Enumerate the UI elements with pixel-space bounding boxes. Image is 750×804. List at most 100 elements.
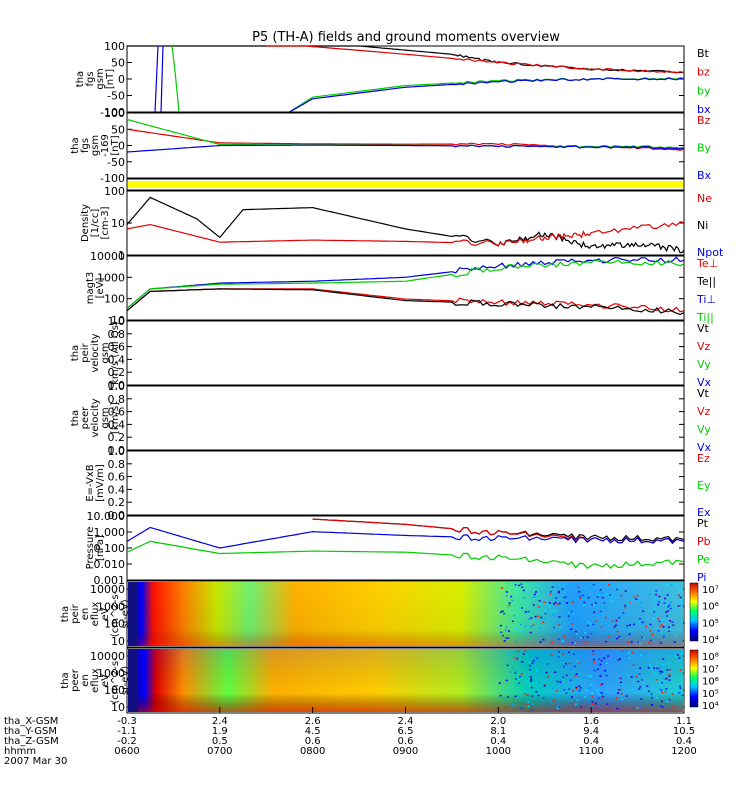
spectrogram-pixel	[524, 680, 527, 683]
spectrogram-pixel	[660, 631, 663, 633]
spectrogram-pixel	[663, 602, 666, 604]
spectrogram-pixel	[662, 626, 665, 628]
spectrogram-pixel	[655, 679, 658, 681]
spectrogram-pixel	[619, 684, 622, 686]
spectrogram-pixel	[590, 687, 593, 689]
spectrogram-pixel	[551, 687, 554, 689]
colorbar	[689, 649, 699, 708]
spectrogram-pixel	[584, 696, 587, 698]
x-tick-label-y: -1.1	[117, 726, 137, 737]
spectrogram-pixel	[559, 626, 562, 628]
y-tick-label: -100	[100, 172, 125, 185]
spectrogram-pixel	[677, 692, 680, 694]
spectrogram-pixel	[554, 694, 557, 697]
spectrogram-pixel	[677, 594, 680, 597]
spectrogram-pixel	[524, 693, 527, 695]
spectrogram-pixel	[658, 620, 661, 623]
y-axis-label-line: [1/cc]	[90, 209, 101, 238]
y-tick-label: 0.2	[108, 496, 126, 509]
spectrogram-pixel	[597, 697, 600, 700]
spectrogram-pixel	[501, 610, 504, 613]
spectrogram-pixel	[507, 630, 510, 632]
spectrogram-pixel	[594, 602, 597, 604]
spectrogram-pixel	[604, 640, 607, 643]
spectrogram-pixel	[533, 596, 536, 599]
spectrogram-pixel	[659, 683, 662, 686]
y-axis-label-line: velocity	[90, 398, 101, 437]
legend-label: Vt	[697, 387, 710, 400]
spectrogram-pixel	[536, 657, 539, 660]
spectrogram-pixel	[677, 605, 680, 607]
spectrogram-pixel	[544, 609, 547, 612]
y-axis-label-line: [nT]	[105, 69, 116, 89]
spectrogram-pixel	[530, 680, 533, 682]
x-tick-label-y: 8.1	[490, 726, 506, 737]
legend-label: Pt	[697, 517, 709, 530]
spectrogram-pixel	[636, 707, 639, 709]
y-tick-label: 0.8	[108, 393, 126, 406]
spectrogram-pixel	[562, 642, 565, 644]
spectrogram-pixel	[633, 596, 636, 598]
x-tick-label-z: 0.4	[490, 736, 506, 747]
spectrogram-pixel	[545, 671, 548, 674]
colorbar-label: 10⁶	[702, 677, 719, 688]
spectrogram-pixel	[508, 604, 511, 607]
spectrogram-pixel	[550, 654, 553, 656]
spectrogram-pixel	[505, 637, 508, 640]
spectrogram-pixel	[599, 684, 602, 686]
spectrogram-pixel	[504, 706, 507, 708]
spectrogram-pixel	[679, 604, 682, 607]
spectrogram-pixel	[567, 700, 570, 703]
spectrogram-pixel	[521, 586, 524, 588]
series-line-Te||	[127, 288, 684, 316]
spectrogram-pixel	[589, 587, 592, 589]
y-tick-label: 1000	[97, 600, 125, 613]
y-axis-label-line: tha	[70, 137, 81, 153]
spectrogram-pixel	[606, 662, 609, 665]
spectrogram-pixel	[531, 662, 534, 665]
spectrogram-pixel	[602, 695, 605, 698]
spectrogram-pixel	[636, 594, 639, 597]
y-tick-label: 0.100	[94, 542, 126, 555]
spectrogram-pixel	[512, 703, 515, 706]
spectrogram-pixel	[666, 615, 669, 617]
spectrogram-pixel	[605, 690, 608, 693]
spectrogram-pixel	[505, 595, 508, 597]
spectrogram-peir_en	[128, 582, 684, 646]
spectrogram-pixel	[649, 630, 652, 632]
spectrogram-pixel	[584, 632, 587, 634]
spectrogram-pixel	[681, 694, 684, 697]
spectrogram-pixel	[543, 685, 546, 687]
spectrogram-pixel	[607, 655, 610, 657]
spectrogram-pixel	[639, 606, 642, 609]
spectrogram-pixel	[539, 603, 542, 605]
x-tick-label-z: 0.4	[676, 736, 692, 747]
spectrogram-pixel	[661, 671, 664, 673]
plot-title: P5 (TH-A) fields and ground moments over…	[252, 30, 560, 45]
y-axis-label-line: peer	[80, 406, 91, 430]
spectrogram-pixel	[661, 681, 664, 684]
y-tick-label: 0.6	[108, 471, 126, 484]
spectrogram-pixel	[498, 626, 501, 628]
legend-label: Ey	[697, 479, 711, 492]
spectrogram-pixel	[607, 636, 610, 638]
spectrogram-pixel	[606, 703, 609, 705]
spectrogram-pixel	[508, 654, 511, 656]
spectrogram-pixel	[564, 596, 567, 598]
spectrogram-pixel	[638, 673, 641, 675]
spectrogram-pixel	[513, 627, 516, 629]
legend-label: Pb	[697, 535, 711, 548]
spectrogram-pixel	[639, 705, 642, 707]
x-tick-label-z: -0.2	[117, 736, 137, 747]
spectrogram-pixel	[547, 676, 550, 678]
spectrogram-pixel	[580, 706, 583, 708]
spectrogram-pixel	[578, 591, 581, 593]
legend-label: Ne	[697, 192, 712, 205]
y-tick-label: 10	[111, 635, 125, 648]
spectrogram-pixel	[544, 610, 547, 612]
spectrogram-pixel	[667, 662, 670, 665]
legend-label: Ti||	[696, 311, 714, 324]
y-axis-label-line: en	[80, 674, 91, 687]
spectrogram-pixel	[669, 668, 672, 671]
